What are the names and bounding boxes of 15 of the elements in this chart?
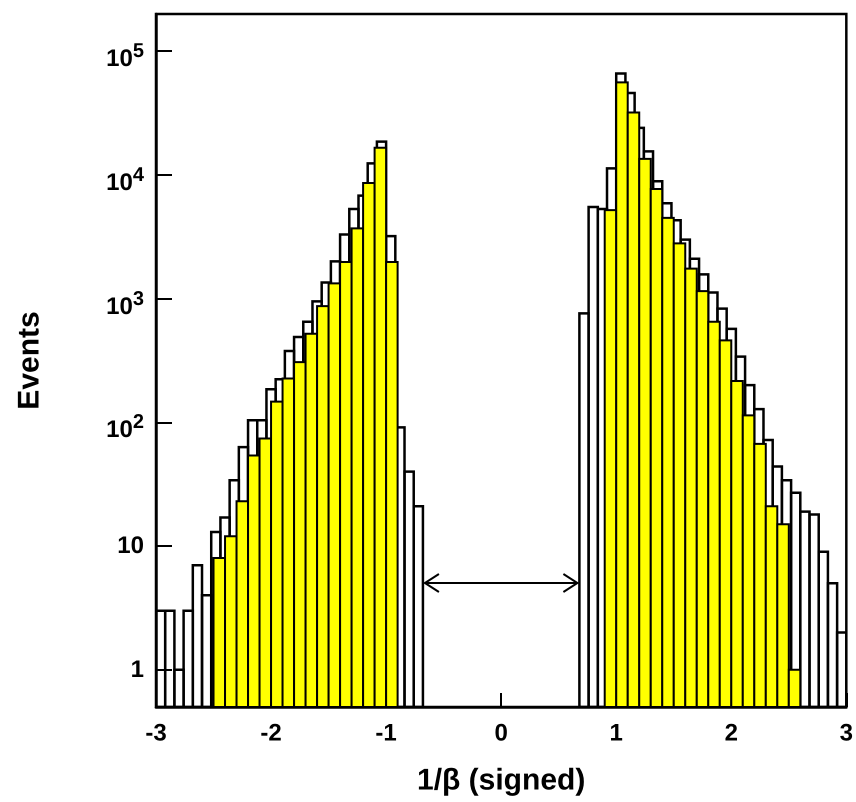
y-tick-label: 10$^{5}$	[106, 39, 144, 72]
x-tick-label: -1	[375, 720, 397, 746]
x-tick-label: 1	[610, 720, 623, 746]
y-tick-label: 10	[117, 531, 144, 562]
y-tick-label: 10$^{3}$	[106, 286, 144, 320]
x-tick-label: 3	[840, 720, 854, 746]
y-tick-label: 10$^{4}$	[106, 162, 144, 196]
y-tick-label: 1	[130, 654, 144, 685]
x-tick-label: -3	[145, 720, 167, 746]
y-axis-title: Events	[12, 311, 46, 410]
x-tick-label: 2	[724, 720, 738, 746]
x-tick-label: -2	[260, 720, 282, 746]
y-tick-label: 10$^{2}$	[106, 410, 144, 444]
x-axis-title: 1/β (signed)	[417, 764, 586, 796]
x-tick-label: 0	[494, 720, 508, 746]
